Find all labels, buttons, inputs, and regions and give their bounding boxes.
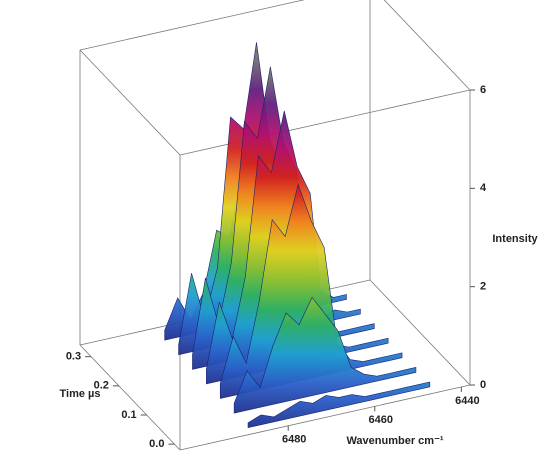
box-edge	[179, 89, 471, 156]
y-tick-label: 0.0	[149, 438, 164, 450]
box-edge	[369, 279, 471, 386]
y-tick-label: 0.1	[121, 409, 136, 421]
y-tick-label: 0.2	[94, 380, 109, 392]
box-edge	[79, 0, 305, 51]
z-axis-title: Intensity	[492, 233, 538, 245]
z-tick-label: 2	[480, 281, 486, 293]
surface-ridge	[247, 381, 431, 429]
y-tick-label: 0.3	[66, 351, 81, 363]
y-axis-title: Time µs	[60, 388, 101, 400]
surface-ridge	[219, 183, 403, 399]
x-tick-label: 6440	[455, 395, 479, 407]
box-edge	[179, 384, 471, 451]
z-tick-label: 0	[480, 379, 486, 391]
box-edge	[383, 0, 471, 91]
x-tick-label: 6480	[282, 434, 306, 446]
surface-ridge	[233, 296, 417, 414]
z-tick-label: 4	[480, 182, 487, 194]
z-tick-label: 6	[480, 84, 486, 96]
box-edge	[79, 49, 181, 156]
box-edge	[79, 344, 181, 451]
x-tick-label: 6460	[369, 414, 393, 426]
x-axis-title: Wavenumber cm⁻¹	[346, 435, 443, 447]
